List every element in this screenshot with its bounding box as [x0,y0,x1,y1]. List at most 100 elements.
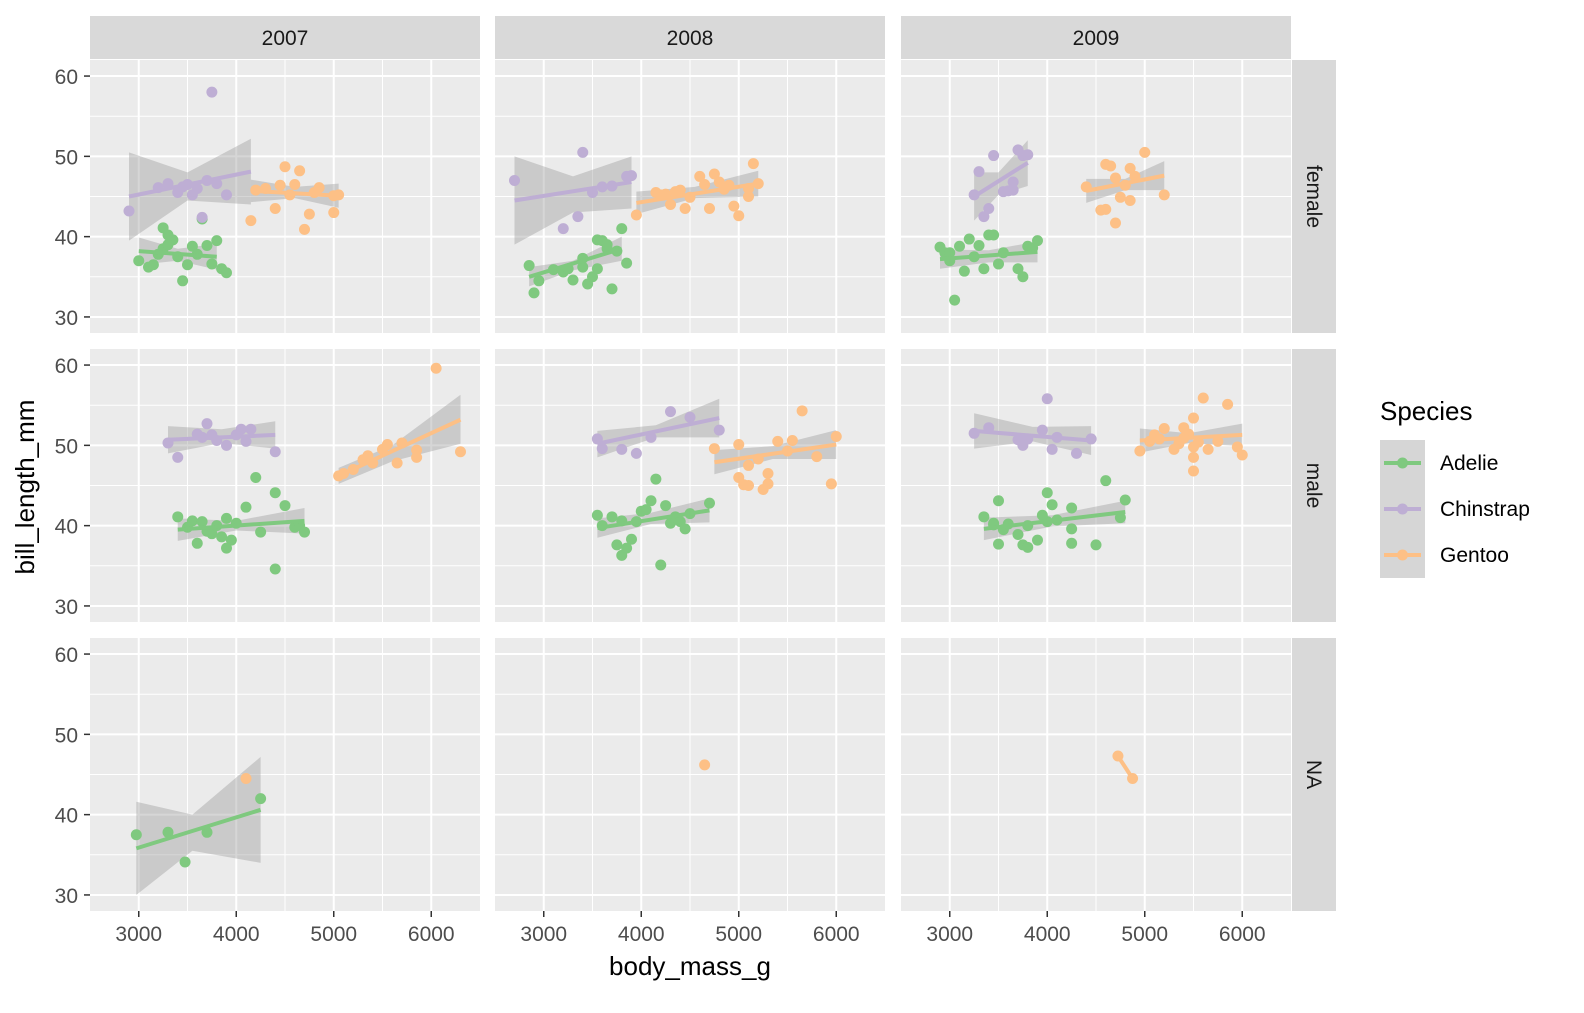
point-adelie [191,537,203,549]
confidence-band-adelie [136,756,261,895]
fit-line-adelie [939,249,1038,262]
point-adelie [162,826,174,838]
point-chinstrap [1012,434,1024,446]
point-adelie [621,257,633,269]
point-gentoo [1110,217,1121,229]
point-adelie [621,542,633,554]
facet-strip-label: 2009 [1073,27,1120,50]
point-adelie [591,263,603,275]
y-tick-label: 60 [55,66,78,89]
point-adelie [978,263,990,275]
point-gentoo [1100,203,1112,215]
point-gentoo [762,467,774,479]
point-chinstrap [983,203,995,215]
x-tick-label: 4000 [213,923,260,946]
panel-2009-male [901,349,1291,622]
facet-strip-bg [90,16,480,59]
panel-2008-NA [495,638,885,911]
point-chinstrap [978,211,990,223]
fit-line-gentoo [1116,754,1135,780]
point-adelie [130,829,142,841]
point-adelie [679,523,691,535]
panel-2008-male [495,349,885,622]
point-gentoo [274,179,286,191]
point-adelie [655,559,667,571]
point-adelie [1012,528,1024,540]
panel-2008-female [495,60,885,333]
row-strip-NA: NA [1292,638,1336,911]
point-chinstrap [206,86,218,98]
point-adelie [944,247,956,259]
x-tick-label: 3000 [926,923,973,946]
panel-marks [130,756,267,895]
point-adelie [1041,487,1053,499]
point-gentoo [294,165,306,177]
point-adelie [172,511,184,523]
y-axis-title: bill_length_mm [10,400,40,575]
legend-label: Gentoo [1440,544,1509,567]
row-strip-bg [1292,638,1336,911]
y-tick-label: 50 [55,724,78,747]
x-tick-label: 4000 [618,923,665,946]
point-chinstrap [665,406,676,418]
y-tick-label: 60 [55,644,78,667]
point-adelie [1022,541,1034,553]
point-adelie [954,240,965,252]
point-gentoo [1114,191,1126,203]
point-chinstrap [1046,443,1058,455]
panel-marks [934,140,1170,306]
point-chinstrap [630,447,642,459]
point-chinstrap [269,446,281,458]
point-adelie [225,534,237,546]
fit-line-adelie [138,249,217,259]
fit-line-chinstrap [514,180,632,203]
point-adelie [626,533,637,545]
point-gentoo [743,480,754,491]
point-adelie [182,259,193,271]
panel-marks [1112,750,1139,785]
point-chinstrap [196,211,208,223]
point-gentoo [786,435,798,447]
point-adelie [1032,534,1043,546]
point-adelie [523,260,535,272]
panel-marks [699,759,711,771]
point-adelie [1012,263,1024,275]
point-adelie [577,261,589,273]
point-gentoo [733,439,745,451]
point-gentoo [299,223,310,235]
point-adelie [1036,509,1048,521]
point-adelie [993,538,1004,550]
point-adelie [240,501,252,513]
row-strip-female: female [1292,60,1336,333]
point-adelie [196,516,208,528]
point-gentoo [411,451,423,463]
y-tick-label: 50 [55,146,78,169]
facet-strip-2009: 2009 [901,16,1291,59]
point-gentoo [796,405,808,417]
point-gentoo [830,431,842,443]
point-adelie [606,283,618,295]
point-adelie [616,223,628,235]
point-gentoo [1231,441,1243,453]
legend-key-point [1397,457,1408,469]
point-gentoo [699,178,711,190]
legend-label: Chinstrap [1440,498,1530,521]
point-gentoo [708,443,720,455]
point-gentoo [665,199,676,211]
row-strip-label: male [1302,463,1325,509]
y-tick-label: 40 [55,805,78,828]
panel-2007-NA [90,638,480,911]
point-adelie [1100,475,1112,487]
point-adelie [611,539,623,551]
point-gentoo [313,182,325,194]
point-chinstrap [973,166,985,178]
point-adelie [201,826,213,838]
row-strip-bg [1292,60,1336,333]
point-chinstrap [235,423,247,435]
point-gentoo [240,773,252,785]
legend-key-point [1397,549,1408,561]
point-adelie [660,500,672,512]
point-gentoo [733,210,745,222]
x-tick-label: 5000 [310,923,357,946]
point-gentoo [679,203,691,215]
